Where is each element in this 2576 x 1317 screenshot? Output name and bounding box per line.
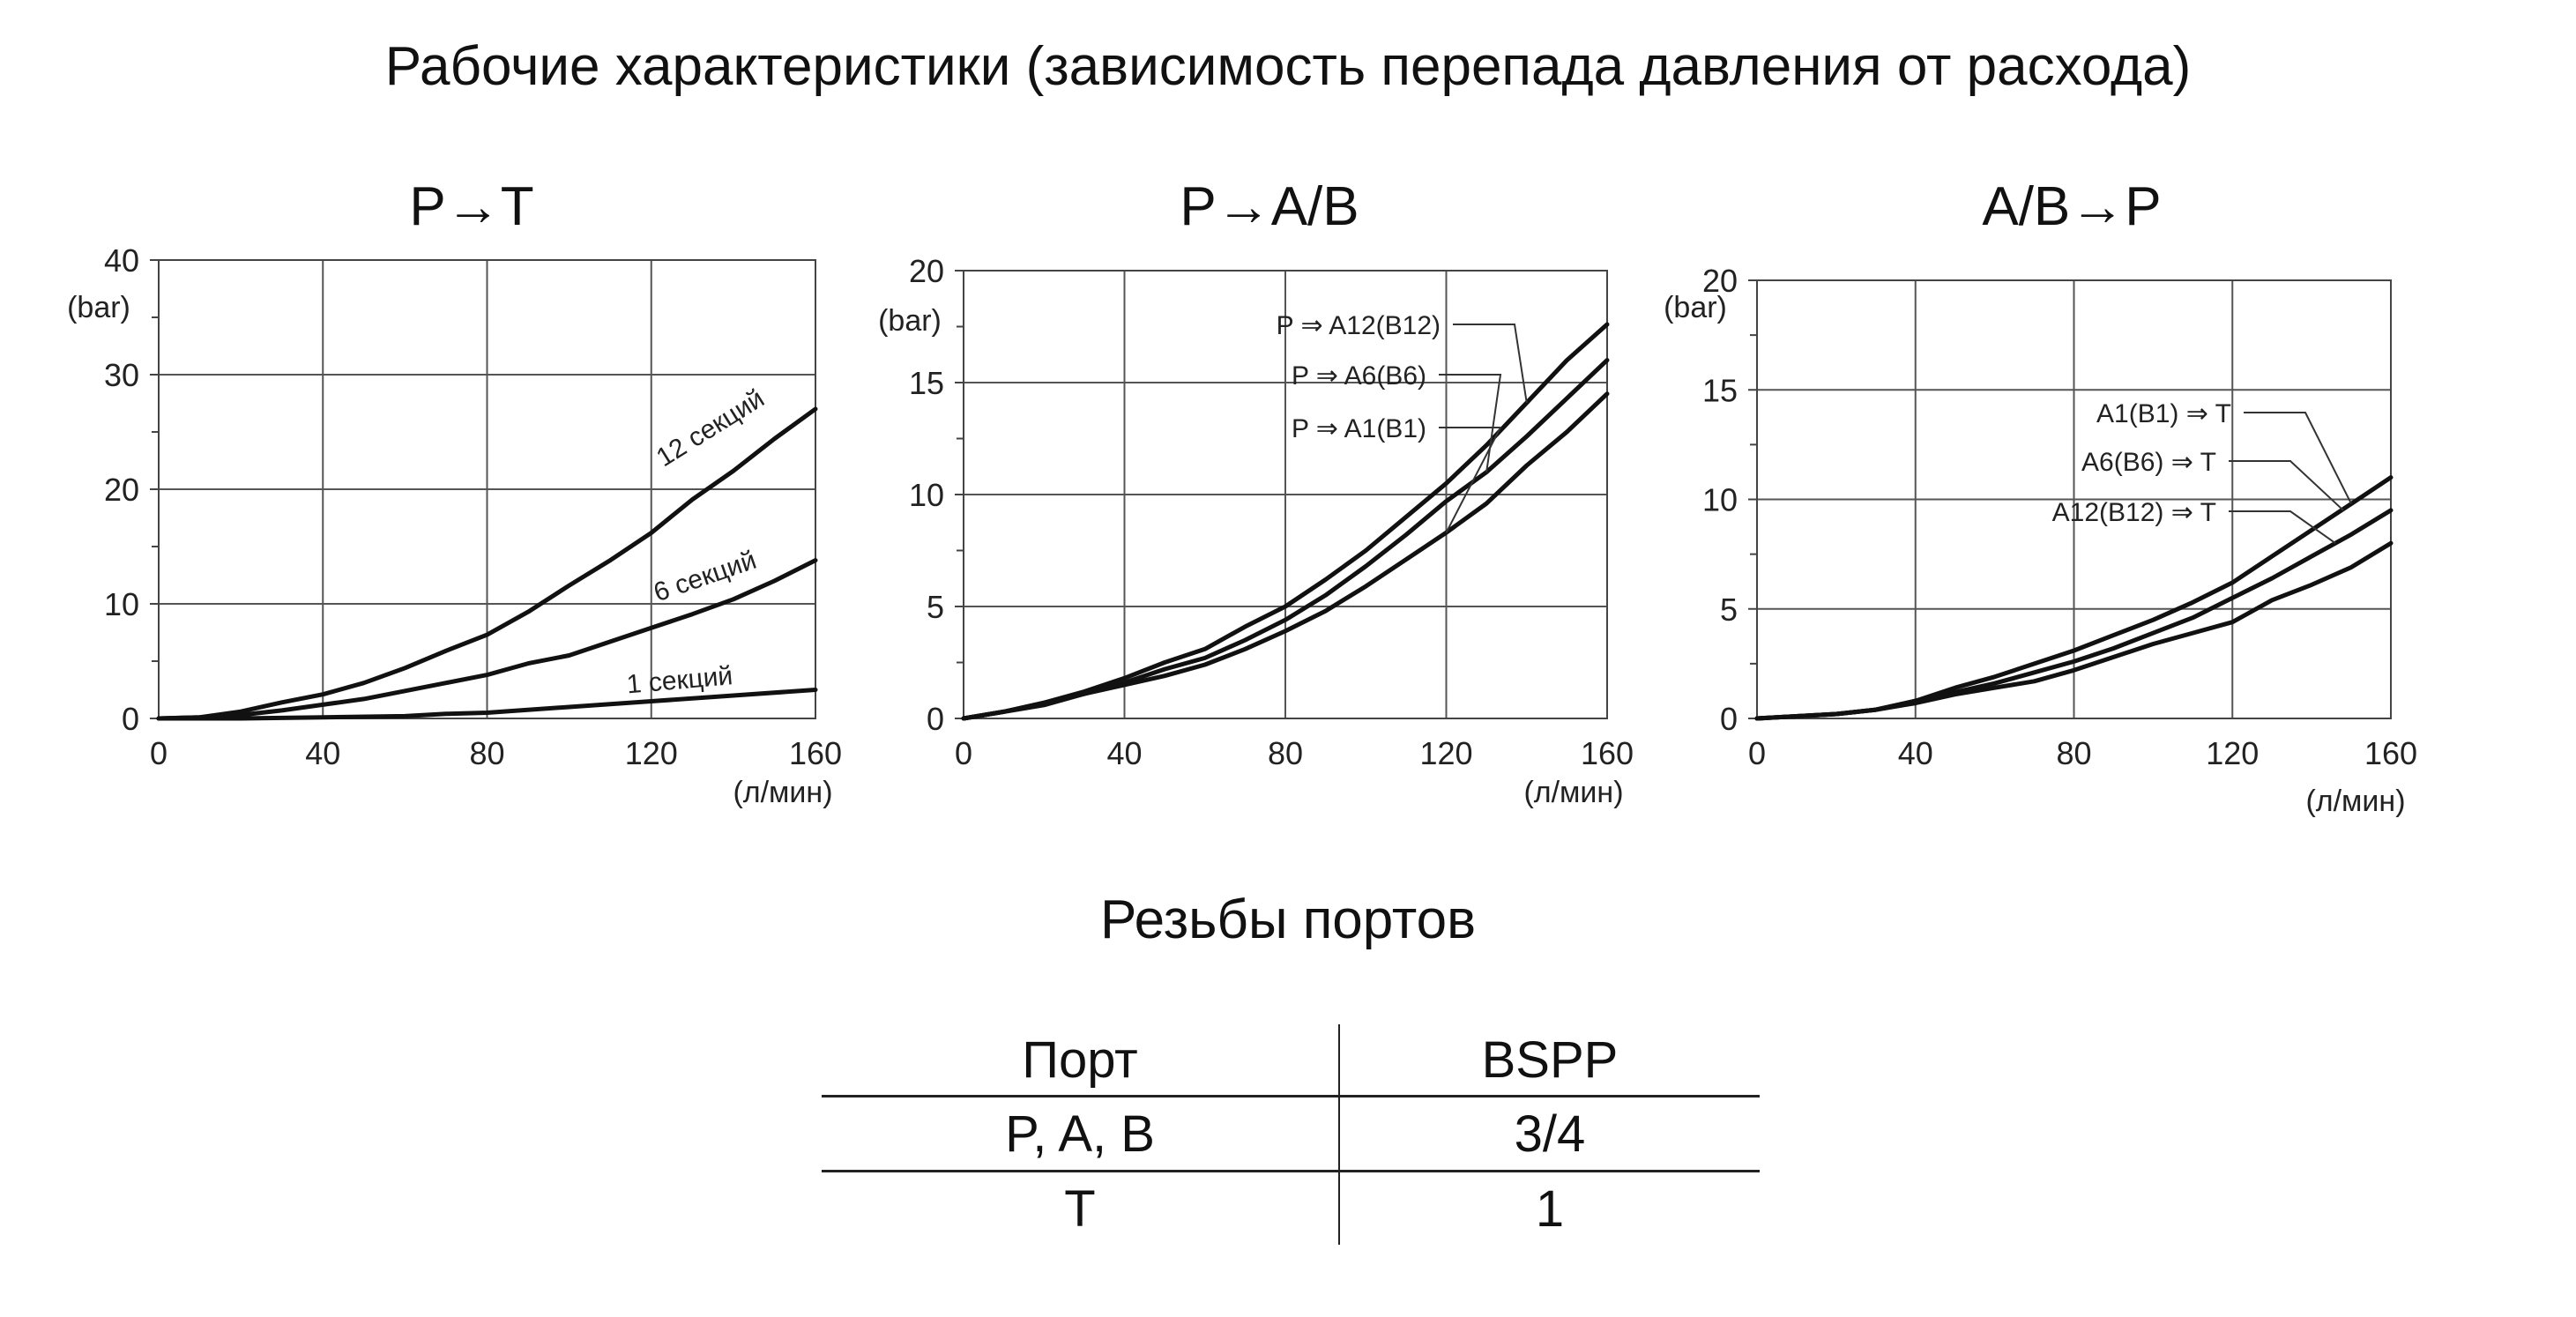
axis-label-x: (л/мин) (2305, 785, 2405, 818)
tick-label-x: 160 (2364, 735, 2417, 771)
table-cell-port: T (822, 1171, 1340, 1245)
tick-label-x: 160 (1581, 735, 1634, 771)
series-label: P ⇒ A12(B12) (1277, 311, 1441, 340)
series-label: A6(B6) ⇒ T (2081, 448, 2216, 477)
series-leader-line (1453, 324, 1528, 404)
gridlines (158, 259, 816, 719)
tick-label-y: 5 (1720, 592, 1738, 628)
tick-label-y: 30 (104, 357, 139, 393)
tick-label-y: 0 (122, 701, 139, 737)
tick-label-y: 10 (909, 477, 944, 513)
series-line-2 (156, 558, 818, 721)
tick-label-x: 40 (305, 735, 340, 771)
table-row: T 1 (822, 1171, 1760, 1245)
ports-table-title: Резьбы портов (1099, 889, 1477, 950)
tick-label-x: 0 (150, 735, 168, 771)
chart-2: P→A/B 0 5 10 15 20 0 40 80 120 160 (bar) (л/мин) P ⇒ … (878, 176, 1634, 809)
series-line-3 (1754, 540, 2394, 721)
series-label: 6 секций (650, 546, 760, 607)
table-cell-bspp: 3/4 (1339, 1096, 1760, 1172)
tick-label-x: 40 (1106, 735, 1142, 771)
series-label: P ⇒ A1(B1) (1292, 414, 1426, 443)
axis-label-x: (л/мин) (1523, 776, 1623, 809)
tick-label-y: 10 (104, 586, 139, 622)
series-leader-line (1439, 374, 1502, 472)
column-header-port: Порт (822, 1024, 1340, 1098)
tick-label-x: 160 (789, 735, 842, 771)
series-label: A12(B12) ⇒ T (2052, 498, 2216, 527)
series-leader-line (2229, 510, 2336, 545)
table-row: P, A, B 3/4 (822, 1096, 1760, 1172)
tick-label-y: 20 (909, 253, 944, 289)
tick-label-y: 0 (1720, 701, 1738, 737)
chart-title: P→T (409, 176, 533, 237)
tick-label-y: 20 (1702, 263, 1738, 299)
tick-label-y: 40 (104, 242, 139, 279)
tick-label-x: 120 (1419, 735, 1472, 771)
tick-label-x: 80 (1268, 735, 1303, 771)
series-label: P ⇒ A6(B6) (1292, 361, 1426, 391)
page-title: Рабочие характеристики (зависимость пере… (384, 36, 2192, 97)
tick-label-y: 0 (927, 701, 944, 737)
axis-label-x: (л/мин) (733, 776, 832, 809)
chart-title: A/B→P (1982, 176, 2161, 237)
chart-3: A/B→P 0 5 10 15 20 0 40 80 120 160 (bar) (л/мин) A1(B… (1664, 176, 2417, 818)
series-line-1 (156, 406, 818, 721)
series-label: 1 секций (626, 661, 734, 699)
series-leader-line (2229, 460, 2344, 511)
tick-label-x: 0 (1748, 735, 1766, 771)
tick-label-y: 20 (104, 472, 139, 508)
series-leader-line (2244, 412, 2352, 504)
chart-title: P→A/B (1180, 176, 1359, 237)
table-cell-port: P, A, B (822, 1096, 1340, 1172)
series-line-3 (156, 688, 818, 721)
table-cell-bspp: 1 (1535, 1179, 1565, 1238)
column-header-bspp: BSPP (1339, 1024, 1760, 1098)
axis-label-y: (bar) (67, 291, 130, 324)
axis-label-y: (bar) (1664, 291, 1727, 324)
series-leader-line (1439, 427, 1502, 533)
tick-label-y: 5 (927, 589, 944, 625)
ports-table: Порт BSPP P, A, B 3/4 T 1 (822, 1024, 1760, 1245)
tick-label-x: 0 (955, 735, 972, 771)
tick-label-y: 10 (1702, 482, 1738, 518)
tick-label-x: 120 (625, 735, 678, 771)
tick-label-x: 120 (2206, 735, 2259, 771)
tick-label-x: 40 (1898, 735, 1933, 771)
tick-label-x: 80 (469, 735, 504, 771)
tick-label-x: 80 (2056, 735, 2091, 771)
series-line-3 (961, 391, 1610, 721)
series-label: A1(B1) ⇒ T (2096, 399, 2231, 428)
tick-label-y: 15 (909, 365, 944, 401)
table-header-row: Порт BSPP (822, 1024, 1760, 1098)
axis-label-y: (bar) (878, 304, 942, 338)
tick-label-y: 15 (1702, 372, 1738, 408)
